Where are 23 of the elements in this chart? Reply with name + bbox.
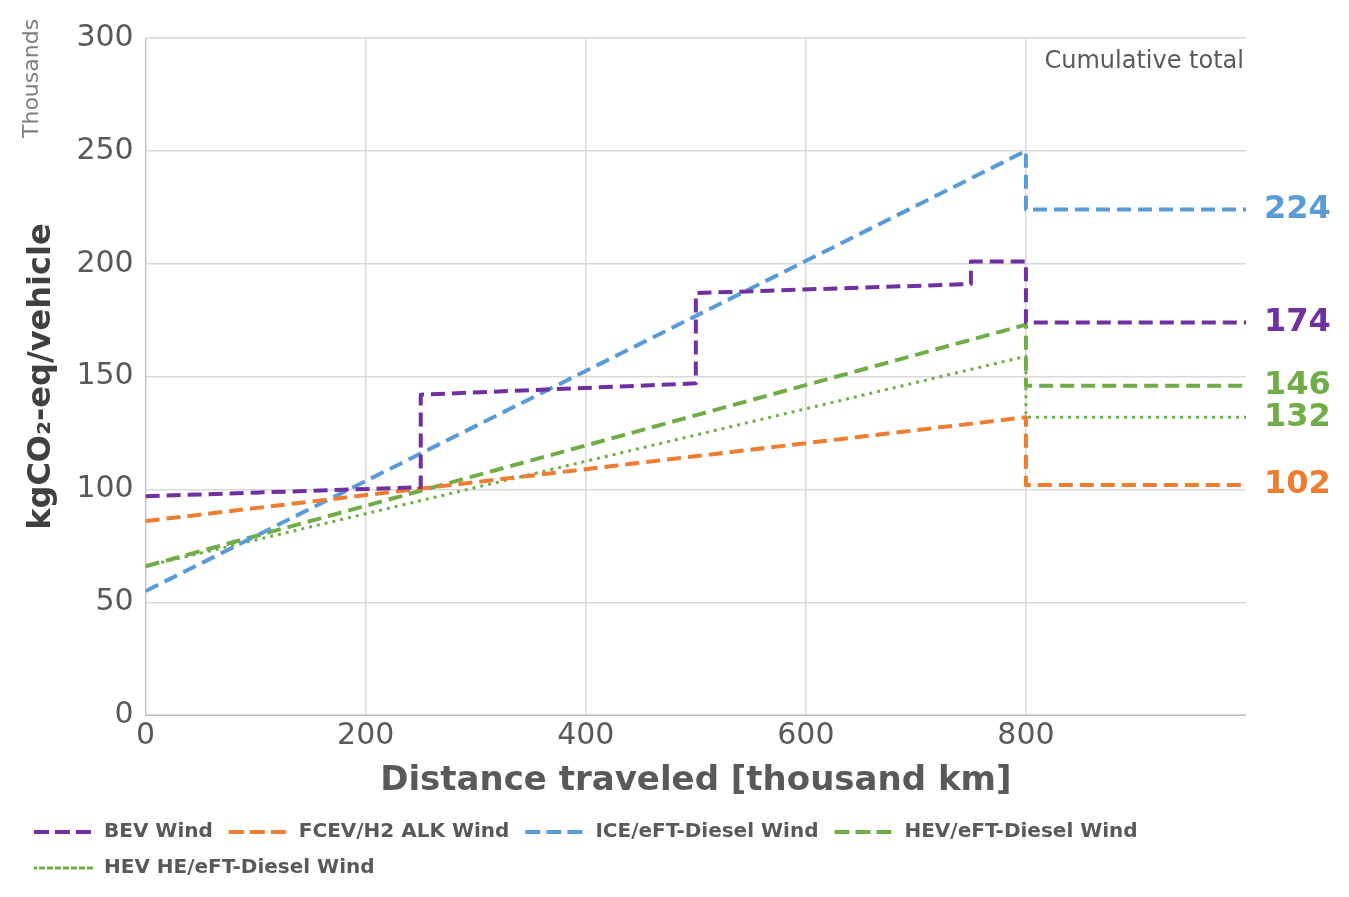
y-tick-label: 150 [76, 356, 134, 392]
x-axis-title: Distance traveled [thousand km] [380, 758, 1012, 799]
annotation: Cumulative total [1044, 46, 1244, 75]
legend-label: HEV/eFT-Diesel Wind [904, 818, 1138, 843]
x-tick-label: 800 [997, 716, 1055, 751]
y-tick-label: 250 [76, 130, 134, 166]
data-label: 174 [1264, 300, 1331, 339]
legend-label: HEV HE/eFT-Diesel Wind [104, 854, 375, 879]
data-label: 102 [1264, 463, 1331, 502]
y-tick-label: 200 [76, 243, 134, 279]
legend-label: FCEV/H2 ALK Wind [298, 818, 510, 843]
y-axis-title: kgCO₂-eq/vehicle [19, 223, 58, 530]
x-tick-label: 400 [557, 716, 615, 751]
legend-label: ICE/eFT-Diesel Wind [595, 818, 819, 843]
data-label: 224 [1264, 187, 1331, 226]
y-tick-label: 300 [76, 17, 134, 53]
y-tick-label: 100 [76, 469, 134, 505]
x-tick-label: 600 [777, 716, 835, 751]
legend-label: BEV Wind [104, 818, 213, 843]
x-tick-label: 200 [337, 716, 395, 751]
y-tick-label: 50 [95, 582, 134, 618]
x-tick-label: 0 [136, 716, 156, 751]
text: Thousands [17, 18, 43, 139]
